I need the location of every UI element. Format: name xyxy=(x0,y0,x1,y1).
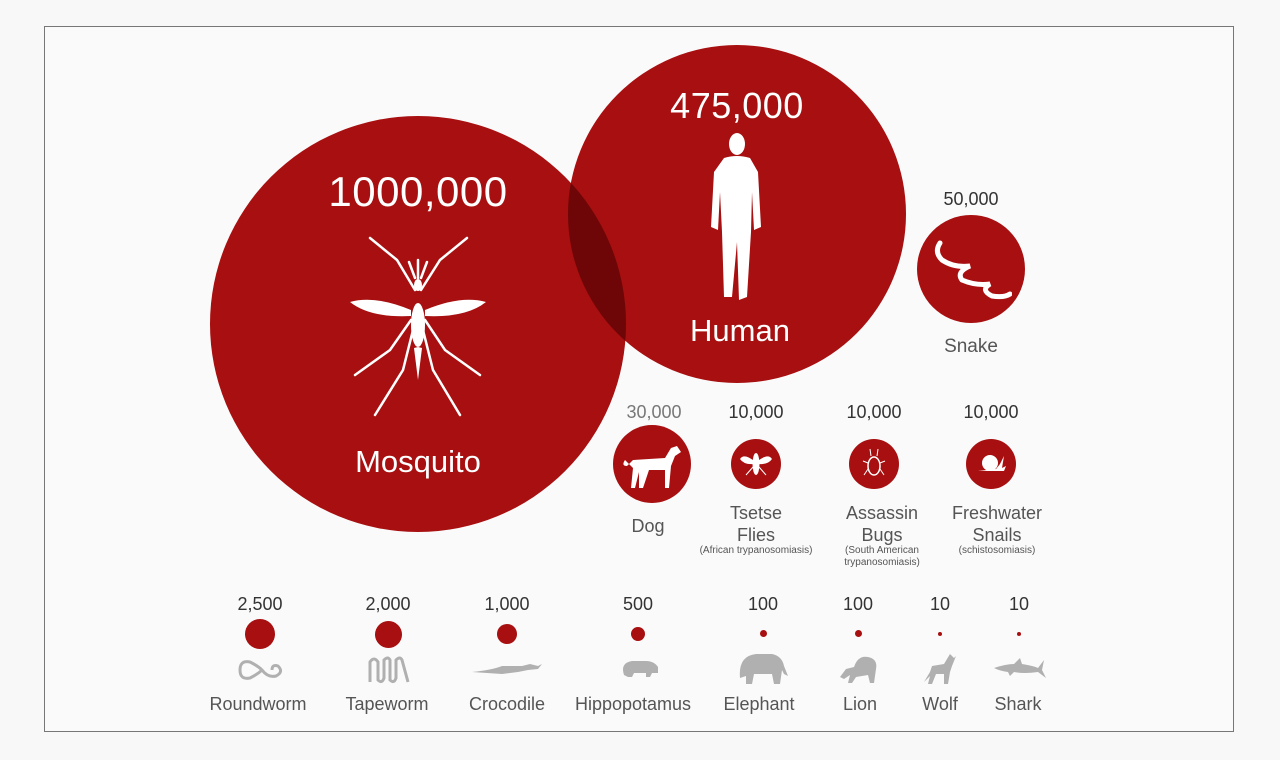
snake-bubble xyxy=(917,215,1025,323)
tsetse-label: Tsetse Flies xyxy=(706,502,806,546)
mosquito-icon xyxy=(345,230,490,420)
roundworm-value: 2,500 xyxy=(237,594,283,614)
shark-label: Shark xyxy=(994,694,1042,714)
assassin-label-line2: Bugs xyxy=(861,525,903,545)
tsetse-label-line2: Flies xyxy=(736,525,775,545)
lion-value: 100 xyxy=(842,594,874,614)
shark-icon xyxy=(994,658,1046,680)
snake-icon xyxy=(932,238,1012,303)
assassin-bug-icon xyxy=(862,447,886,481)
tsetse-value: 10,000 xyxy=(728,402,784,422)
hippopotamus-label: Hippopotamus xyxy=(574,694,692,714)
dog-icon xyxy=(619,440,685,490)
assassin-label-line1: Assassin xyxy=(845,503,919,523)
snails-label: Freshwater Snails xyxy=(947,502,1047,546)
roundworm-label: Roundworm xyxy=(209,694,307,714)
roundworm-dot xyxy=(245,619,275,649)
snails-annotation: (schistosomiasis) xyxy=(958,545,1036,556)
human-label: Human xyxy=(690,313,790,348)
crocodile-label: Crocodile xyxy=(468,694,546,714)
tapeworm-dot xyxy=(375,621,402,648)
elephant-dot xyxy=(760,630,767,637)
roundworm-icon xyxy=(236,658,286,682)
shark-value: 10 xyxy=(1008,594,1030,614)
snail-icon xyxy=(976,452,1008,474)
assassin-label: Assassin Bugs xyxy=(832,502,932,546)
tsetse-annotation: (African trypanosomiasis) xyxy=(699,545,813,556)
mosquito-label: Mosquito xyxy=(355,444,481,479)
crocodile-icon xyxy=(472,660,544,676)
dog-value: 30,000 xyxy=(626,402,682,422)
snails-label-line1: Freshwater xyxy=(951,503,1043,523)
tapeworm-icon xyxy=(366,654,410,684)
hippopotamus-icon xyxy=(620,657,660,679)
person-icon xyxy=(706,132,766,302)
wolf-label: Wolf xyxy=(922,694,958,714)
lion-icon xyxy=(838,655,880,685)
mosquito-value: 1000,000 xyxy=(328,168,508,215)
shark-dot xyxy=(1017,632,1021,636)
tsetse-fly-icon xyxy=(738,449,774,479)
assassin-value: 10,000 xyxy=(846,402,902,422)
snake-label: Snake xyxy=(944,336,998,357)
human-value: 475,000 xyxy=(670,85,804,126)
assassin-bubble xyxy=(849,439,899,489)
dog-label: Dog xyxy=(631,516,665,536)
wolf-icon xyxy=(922,652,958,686)
elephant-icon xyxy=(738,652,790,686)
crocodile-value: 1,000 xyxy=(484,594,530,614)
snake-value: 50,000 xyxy=(943,189,999,209)
elephant-label: Elephant xyxy=(723,694,795,714)
assassin-annotation-line2: trypanosomiasis) xyxy=(844,557,920,568)
hippopotamus-value: 500 xyxy=(622,594,654,614)
tapeworm-value: 2,000 xyxy=(365,594,411,614)
elephant-value: 100 xyxy=(747,594,779,614)
assassin-annotation: (South American trypanosomiasis) xyxy=(802,545,962,569)
snails-value: 10,000 xyxy=(963,402,1019,422)
hippopotamus-dot xyxy=(631,627,645,641)
tapeworm-label: Tapeworm xyxy=(345,694,429,714)
snails-label-line2: Snails xyxy=(972,525,1022,545)
lion-label: Lion xyxy=(842,694,878,714)
tsetse-label-line1: Tsetse xyxy=(729,503,783,523)
crocodile-dot xyxy=(497,624,517,644)
wolf-dot xyxy=(938,632,942,636)
lion-dot xyxy=(855,630,862,637)
wolf-value: 10 xyxy=(929,594,951,614)
assassin-annotation-line1: (South American xyxy=(845,545,919,556)
